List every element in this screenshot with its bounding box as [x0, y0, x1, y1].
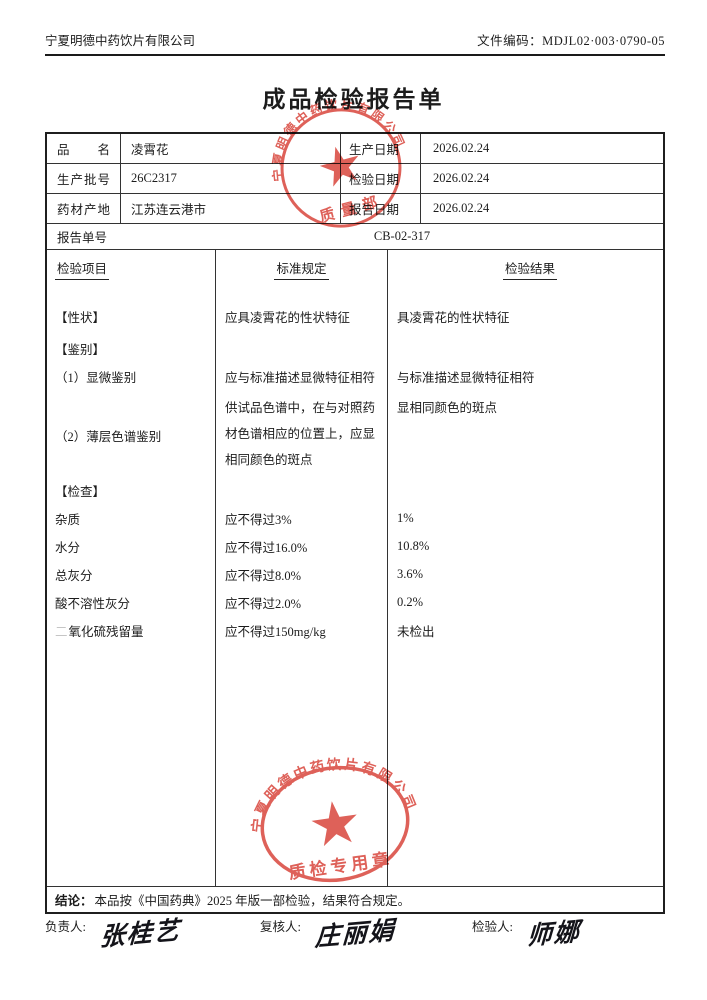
company-name: 宁夏明德中药饮片有限公司	[45, 34, 196, 48]
production-date-value: 2026.02.24	[433, 141, 490, 155]
inspection-row: （2）薄层色谱鉴别 供试品色谱中，在与对照药材色谱相应的位置上，应显相同颜色的斑…	[47, 390, 663, 476]
production-date-label: 生产日期	[341, 134, 421, 163]
inspector-signature: 师娜	[526, 916, 582, 951]
inspection-row: 二氧化硫残留量 应不得过150mg/kg 未检出	[47, 616, 663, 644]
batch-no-label: 生产批号	[47, 164, 121, 193]
origin-value: 江苏连云港市	[121, 194, 341, 223]
inspection-date-value: 2026.02.24	[433, 171, 490, 185]
inspector-label: 检验人:	[472, 920, 513, 934]
inspection-row: 【检查】	[47, 476, 663, 504]
report-no-value: CB-02-317	[373, 229, 431, 243]
inspection-filler-row	[47, 644, 663, 886]
inspection-row: 水分 应不得过16.0% 10.8%	[47, 532, 663, 560]
inspection-header-row: 检验项目 标准规定 检验结果	[47, 250, 663, 298]
report-date-value: 2026.02.24	[433, 201, 490, 215]
info-row-origin: 药材产地 江苏连云港市 报告日期 2026.02.24	[47, 194, 663, 224]
reviewer-signature-group: 复核人: 庄丽娟	[260, 915, 472, 951]
batch-no-value: 26C2317	[121, 164, 341, 193]
responsible-label: 负责人:	[45, 920, 86, 934]
col-header-result: 检验结果	[388, 250, 663, 298]
product-name-value: 凌霄花	[121, 134, 341, 163]
origin-label: 药材产地	[47, 194, 121, 223]
product-name-label: 品名	[47, 134, 121, 163]
inspection-section: 检验项目 标准规定 检验结果 【性状】 应具凌霄花的性状特征 具凌霄花的性状特征…	[47, 250, 663, 887]
inspection-row: 【性状】 应具凌霄花的性状特征 具凌霄花的性状特征	[47, 298, 663, 334]
reviewer-label: 复核人:	[260, 920, 301, 934]
inspection-row: （1）显微鉴别 应与标准描述显微特征相符 与标准描述显微特征相符	[47, 362, 663, 390]
responsible-signature-group: 负责人: 张桂艺	[45, 915, 260, 951]
report-date-label: 报告日期	[341, 194, 421, 223]
signature-row: 负责人: 张桂艺 复核人: 庄丽娟 检验人: 师娜	[45, 915, 685, 951]
conclusion-label: 结论：	[55, 894, 93, 908]
doc-code: 文件编码：MDJL02·003·0790-05	[477, 34, 665, 48]
reviewer-signature: 庄丽娟	[314, 915, 397, 952]
col-header-standard: 标准规定	[216, 250, 388, 298]
conclusion-text: 本品按《中国药典》2025 年版一部检验，结果符合规定。	[94, 894, 411, 908]
report-title: 成品检验报告单	[262, 87, 445, 112]
info-row-product: 品名 凌霄花 生产日期 2026.02.24	[47, 134, 663, 164]
report-no-label: 报告单号	[57, 231, 108, 245]
report-table: 品名 凌霄花 生产日期 2026.02.24 生产批号 26C2317 检验日期…	[45, 132, 665, 914]
info-row-batch: 生产批号 26C2317 检验日期 2026.02.24	[47, 164, 663, 194]
inspection-row: 杂质 应不得过3% 1%	[47, 504, 663, 532]
document-header: 宁夏明德中药饮片有限公司 文件编码：MDJL02·003·0790-05	[45, 30, 665, 56]
responsible-signature: 张桂艺	[99, 915, 182, 952]
inspection-row: 总灰分 应不得过8.0% 3.6%	[47, 560, 663, 588]
conclusion-row: 结论： 本品按《中国药典》2025 年版一部检验，结果符合规定。	[47, 887, 663, 912]
inspector-signature-group: 检验人: 师娜	[472, 916, 685, 951]
inspection-row: 酸不溶性灰分 应不得过2.0% 0.2%	[47, 588, 663, 616]
inspection-date-label: 检验日期	[341, 164, 421, 193]
col-header-item: 检验项目	[47, 250, 216, 298]
inspection-row: 【鉴别】	[47, 334, 663, 362]
info-row-report-no: 报告单号 CB-02-317	[47, 224, 663, 250]
